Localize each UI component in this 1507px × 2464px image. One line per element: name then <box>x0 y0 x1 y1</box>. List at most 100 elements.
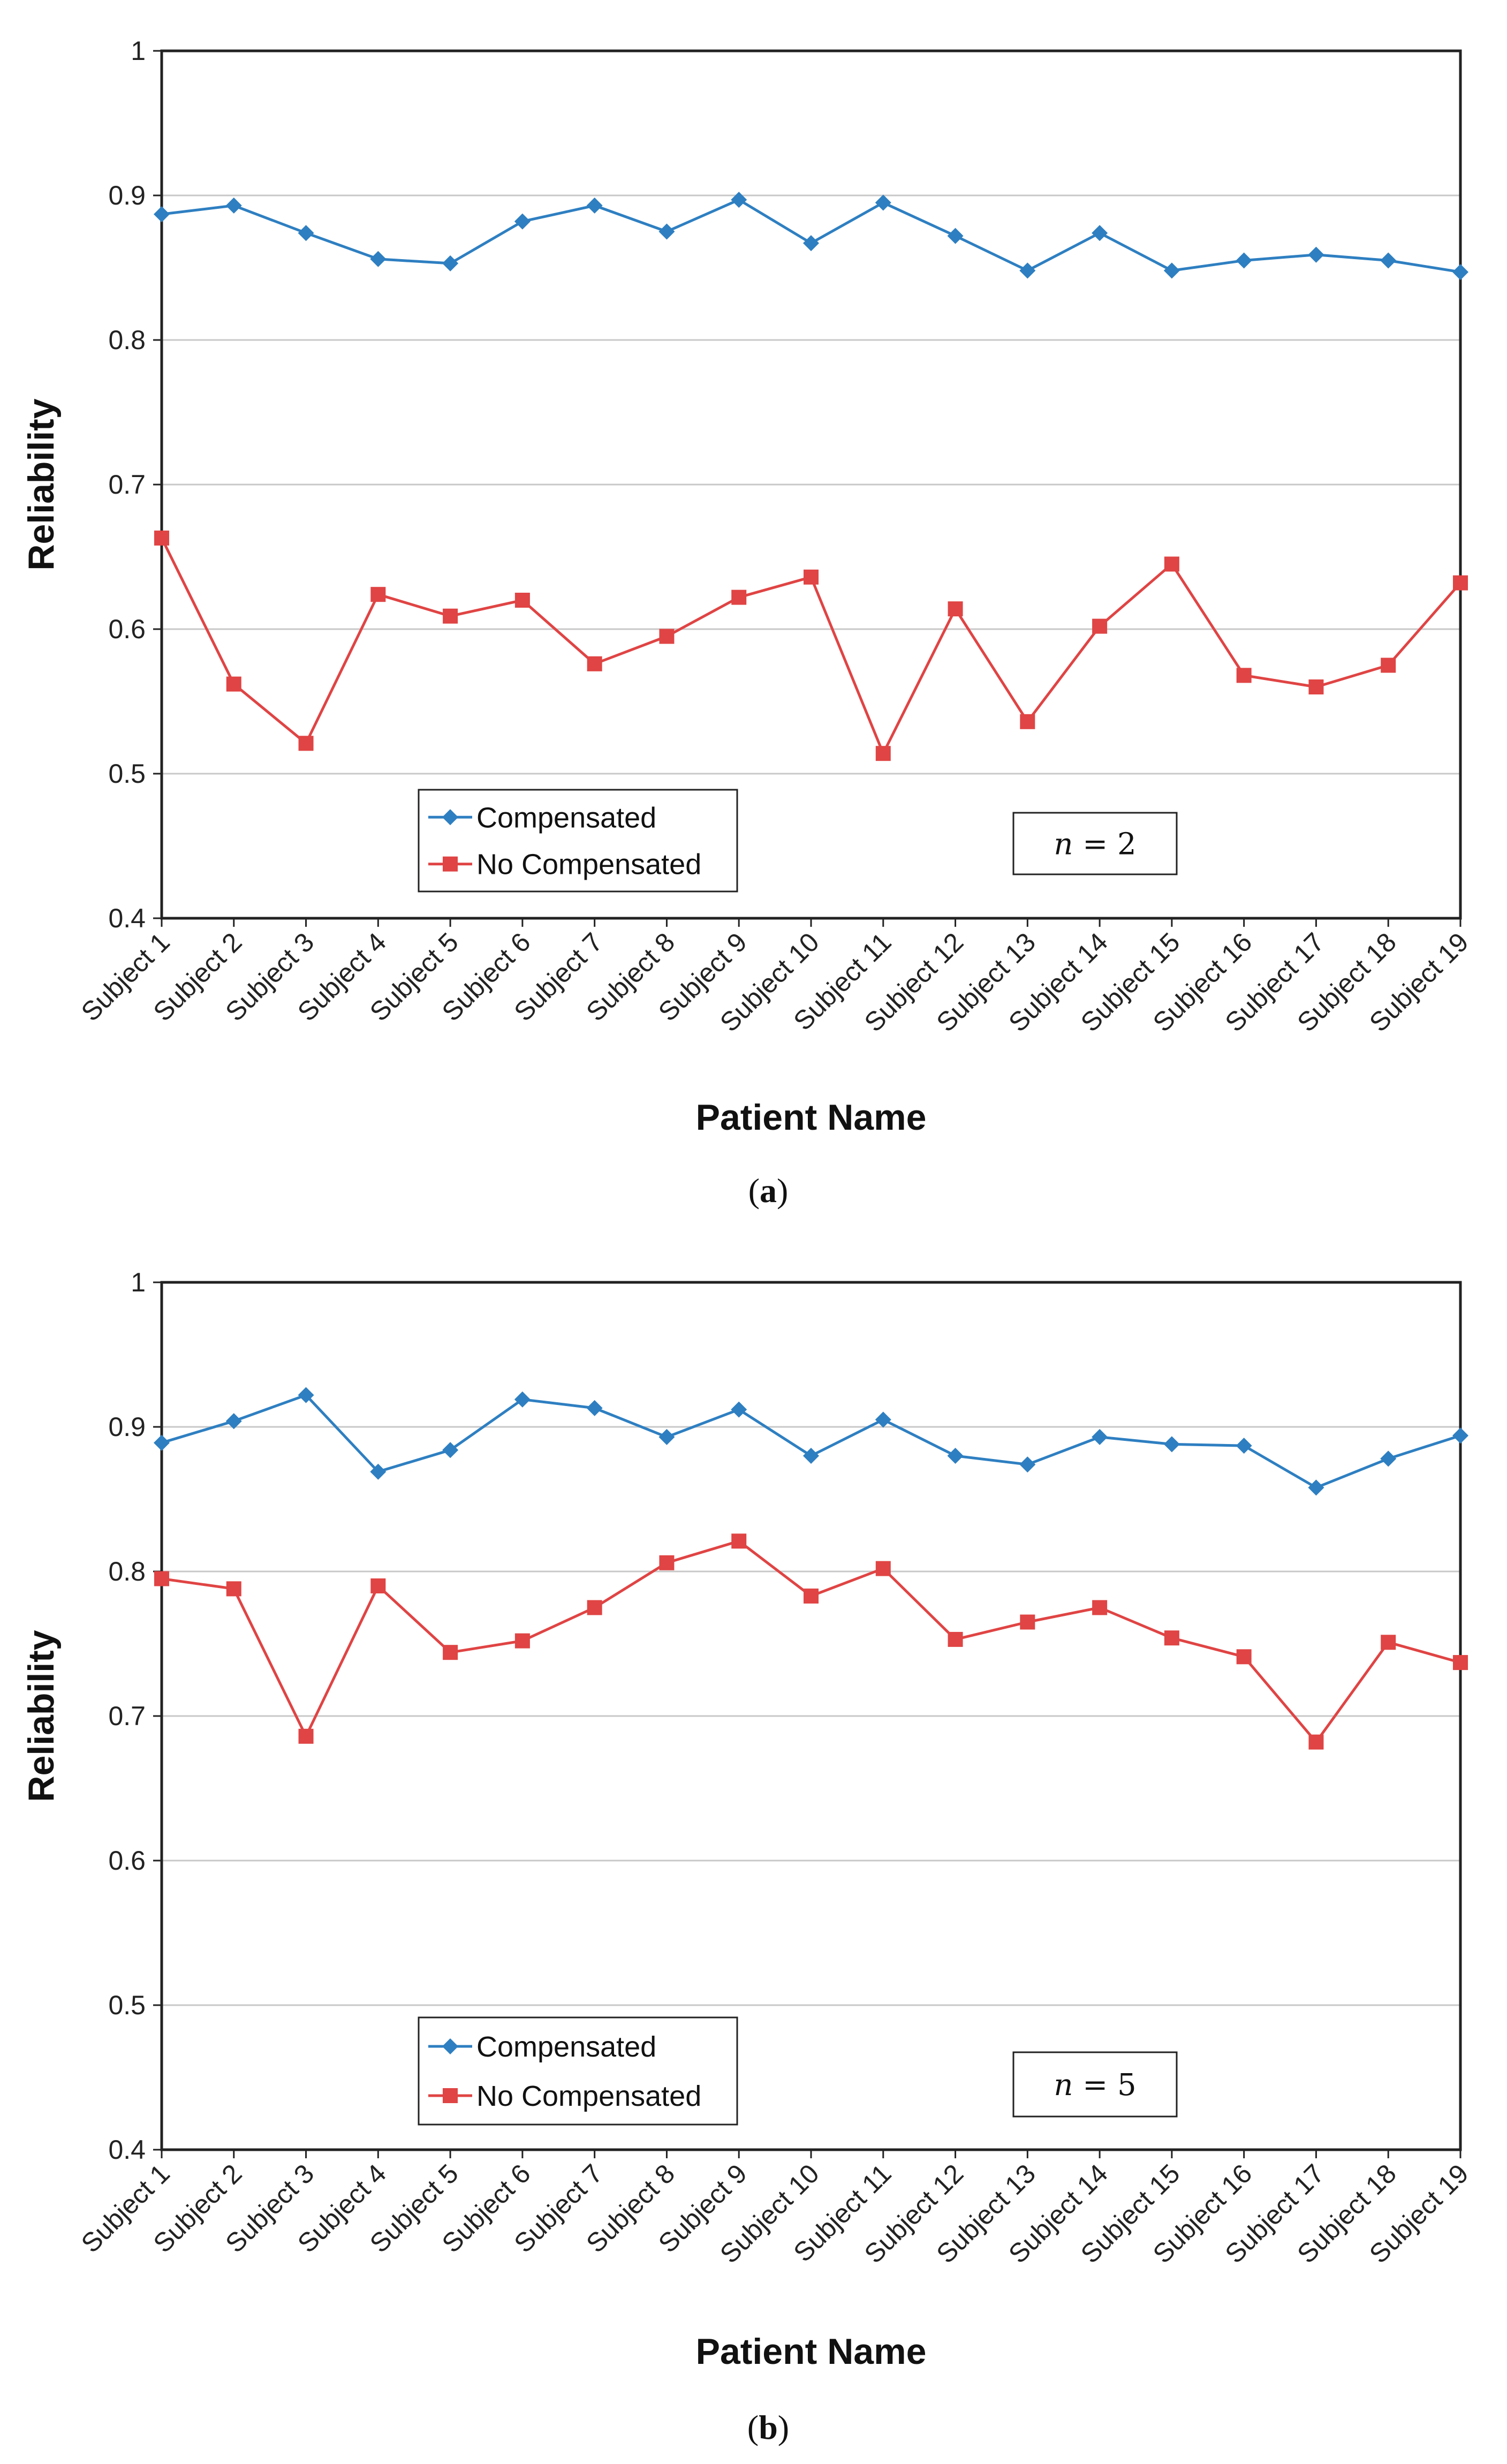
data-point <box>658 1428 675 1445</box>
legend-box <box>418 789 738 893</box>
data-point <box>154 1571 169 1586</box>
panel-caption: (a) <box>748 1171 789 1210</box>
data-point <box>948 1631 963 1647</box>
data-point <box>514 593 530 608</box>
data-point <box>1453 1655 1468 1671</box>
data-point <box>731 1533 747 1549</box>
data-point <box>803 235 819 252</box>
x-axis-title: Patient Name <box>696 2331 927 2372</box>
data-point <box>1452 1427 1468 1444</box>
data-point <box>226 676 241 692</box>
y-tick-label: 0.7 <box>108 470 146 500</box>
data-point <box>875 746 891 761</box>
data-point <box>1164 1630 1179 1646</box>
n-annotation-box <box>1012 812 1178 875</box>
n-annotation-box <box>1012 2051 1178 2118</box>
data-point <box>1308 1734 1324 1750</box>
data-point <box>1381 657 1396 673</box>
n-symbol: n <box>1054 827 1073 862</box>
data-point <box>1236 668 1252 683</box>
caption-open: ( <box>747 2408 759 2446</box>
y-tick-label: 0.7 <box>108 1701 146 1731</box>
data-point <box>225 197 242 214</box>
n-value: = 5 <box>1073 2068 1136 2103</box>
legend-marker <box>443 2088 458 2103</box>
legend-marker <box>443 856 458 872</box>
data-point <box>875 1411 891 1428</box>
data-point <box>442 1442 459 1458</box>
data-point <box>1236 1438 1252 1454</box>
data-point <box>370 587 386 602</box>
data-point <box>1163 1436 1180 1453</box>
data-point <box>443 608 458 624</box>
n-annotation-text: n = 5 <box>1054 2068 1136 2103</box>
data-point <box>1164 556 1179 572</box>
caption-letter: a <box>760 1171 777 1210</box>
data-point <box>154 530 169 546</box>
legend: Compensated No Compensated <box>418 789 738 893</box>
data-point <box>225 1413 242 1430</box>
n-value: = 2 <box>1073 827 1136 862</box>
data-point <box>298 1728 314 1744</box>
n-annotation: n = 5 <box>1012 2051 1178 2118</box>
data-point <box>1308 246 1324 263</box>
data-point <box>875 194 891 211</box>
data-point <box>514 213 531 230</box>
data-point <box>370 1578 386 1593</box>
y-tick-label: 0.4 <box>108 2135 146 2165</box>
legend-label: No Compensated <box>476 849 701 881</box>
data-point <box>1236 1649 1252 1665</box>
legend-marker <box>442 2038 458 2054</box>
caption-close: ) <box>777 1171 788 1210</box>
data-point <box>587 1600 602 1615</box>
y-tick-label: 1 <box>131 1267 146 1297</box>
data-point <box>1308 1479 1324 1496</box>
data-point <box>442 255 459 271</box>
data-point <box>1381 1635 1396 1650</box>
data-point <box>1092 618 1108 634</box>
data-point <box>1092 1600 1108 1615</box>
data-point <box>731 192 747 208</box>
data-point <box>659 1555 675 1570</box>
data-point <box>1020 714 1035 729</box>
y-tick-label: 0.5 <box>108 1990 146 2020</box>
legend-label: Compensated <box>476 2031 656 2063</box>
data-point <box>514 1391 531 1408</box>
y-tick-label: 0.6 <box>108 1846 146 1876</box>
y-tick-label: 0.4 <box>108 903 146 933</box>
data-point <box>370 1463 387 1480</box>
data-point <box>803 1448 819 1464</box>
n-annotation-text: n = 2 <box>1054 827 1136 862</box>
legend: Compensated No Compensated <box>418 2016 738 2126</box>
data-point <box>1019 262 1036 279</box>
legend-marker <box>442 809 458 826</box>
n-annotation: n = 2 <box>1012 812 1178 875</box>
y-tick-label: 0.8 <box>108 325 146 355</box>
caption-close: ) <box>778 2408 789 2446</box>
data-point <box>443 1645 458 1660</box>
data-point <box>875 1561 891 1576</box>
data-point <box>298 1387 314 1403</box>
data-point <box>1163 262 1180 279</box>
data-point <box>1452 264 1468 281</box>
data-point <box>154 1434 170 1451</box>
data-point <box>586 1400 603 1416</box>
legend-label: Compensated <box>476 802 656 834</box>
caption-open: ( <box>748 1171 760 1210</box>
data-point <box>658 223 675 240</box>
data-point <box>298 225 314 241</box>
data-point <box>514 1633 530 1649</box>
data-point <box>731 1401 747 1418</box>
data-point <box>804 569 819 585</box>
y-tick-label: 1 <box>131 36 146 66</box>
n-symbol: n <box>1054 2068 1073 2103</box>
data-point <box>1380 1450 1397 1467</box>
data-point <box>1092 1428 1108 1445</box>
data-point <box>948 601 963 617</box>
data-point <box>370 251 387 267</box>
data-point <box>731 589 747 605</box>
data-point <box>1236 252 1252 269</box>
